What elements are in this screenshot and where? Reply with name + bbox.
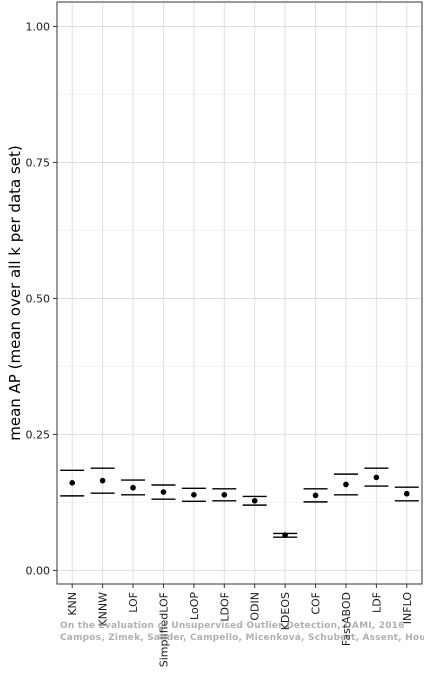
mean-point xyxy=(312,492,319,499)
mean-point xyxy=(69,480,76,486)
x-tick-label: FastABOD xyxy=(340,592,353,646)
x-tick-label: KDEOS xyxy=(279,592,292,630)
x-tick-label: LDOF xyxy=(218,592,231,622)
mean-point xyxy=(191,491,197,498)
mean-point xyxy=(160,489,167,495)
y-tick-label: 0.75 xyxy=(26,156,51,169)
mean-point xyxy=(403,490,410,497)
watermark-line-2: Campos, Zimek, Sander, Campello, Micenko… xyxy=(60,633,424,643)
x-tick-label: LOF xyxy=(127,592,140,613)
x-tick-label: INFLO xyxy=(401,592,414,625)
plot-panel xyxy=(56,1,423,585)
mean-point xyxy=(343,481,349,488)
mean-point xyxy=(99,477,106,484)
x-tick-label: COF xyxy=(310,592,323,615)
y-tick-label: 1.00 xyxy=(26,20,51,33)
mean-point xyxy=(221,491,228,498)
y-tick-label: 0.50 xyxy=(26,292,51,305)
x-tick-label: KNNW xyxy=(97,592,110,627)
y-tick-label: 0.25 xyxy=(26,428,51,441)
x-tick-label: ODIN xyxy=(249,592,262,621)
y-axis-title: mean AP (mean over all k per data set) xyxy=(6,145,24,441)
x-tick-label: SimplifiedLOF xyxy=(157,592,170,667)
plot-border xyxy=(56,1,423,585)
y-tick-label: 0.00 xyxy=(26,564,51,577)
mean-point xyxy=(373,474,380,481)
x-tick-label: LoOP xyxy=(188,592,201,620)
mean-point xyxy=(251,497,258,504)
mean-point xyxy=(282,532,288,538)
watermark-line-1: On the Evaluation of Unsupervised Outlie… xyxy=(60,621,405,631)
x-tick-label: KNN xyxy=(66,592,79,616)
x-tick-label: LDF xyxy=(370,592,383,613)
mean-point xyxy=(130,484,136,491)
